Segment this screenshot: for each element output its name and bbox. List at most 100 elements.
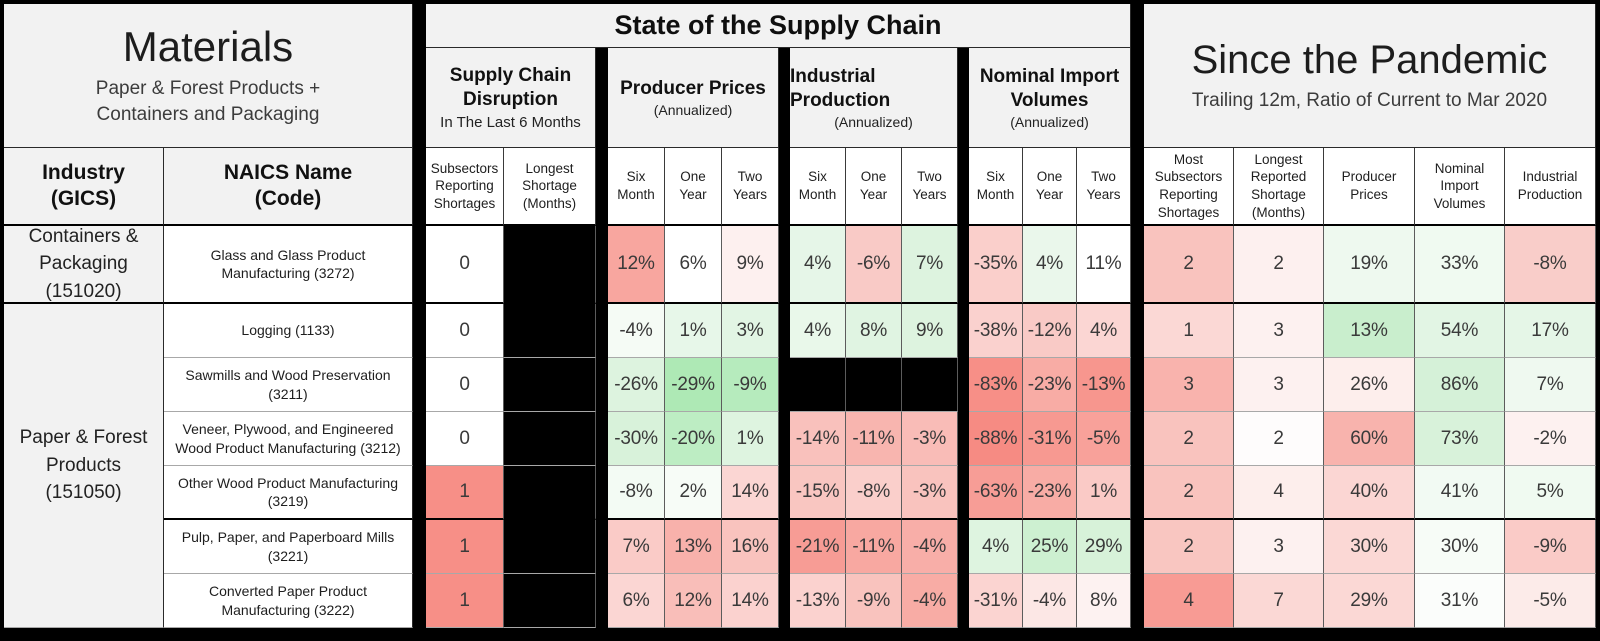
data-cell: -3% bbox=[902, 466, 958, 520]
data-cell: 4% bbox=[969, 520, 1023, 574]
data-cell: 4 bbox=[1234, 466, 1324, 520]
data-cell: 12% bbox=[608, 226, 665, 304]
data-cell: 29% bbox=[1077, 520, 1131, 574]
data-cell: -4% bbox=[902, 520, 958, 574]
data-cell: 14% bbox=[722, 466, 779, 520]
subheader-cell: Subsectors Reporting Shortages bbox=[426, 148, 504, 226]
data-cell: 11% bbox=[1077, 226, 1131, 304]
data-cell: -5% bbox=[1077, 412, 1131, 466]
data-cell: -29% bbox=[665, 358, 722, 412]
data-cell: 13% bbox=[1324, 304, 1415, 358]
subheader-cell: Two Years bbox=[902, 148, 958, 226]
subheader-cell: Longest Reported Shortage (Months) bbox=[1234, 148, 1324, 226]
data-cell: 14% bbox=[722, 574, 779, 628]
data-cell: 4 bbox=[1144, 574, 1234, 628]
data-cell: 2 bbox=[1144, 520, 1234, 574]
frame-left-border bbox=[0, 0, 4, 641]
data-cell: -9% bbox=[1505, 520, 1596, 574]
data-cell: 17% bbox=[1505, 304, 1596, 358]
naics-cell: Pulp, Paper, and Paperboard Mills (3221) bbox=[164, 520, 413, 574]
pandemic-title-block: Since the Pandemic Trailing 12m, Ratio o… bbox=[1144, 4, 1596, 148]
data-cell: -6% bbox=[846, 226, 902, 304]
data-cell: 0 bbox=[426, 412, 504, 466]
data-cell: 6% bbox=[608, 574, 665, 628]
data-cell: 13% bbox=[665, 520, 722, 574]
data-cell: -20% bbox=[665, 412, 722, 466]
data-cell: 5% bbox=[1505, 466, 1596, 520]
no-data-cell bbox=[504, 304, 596, 358]
no-data-cell bbox=[790, 358, 846, 412]
industry-cell-containers-packaging: Containers & Packaging (151020) bbox=[4, 226, 164, 304]
data-cell: 2 bbox=[1234, 412, 1324, 466]
data-cell: 3 bbox=[1234, 520, 1324, 574]
data-cell: -30% bbox=[608, 412, 665, 466]
data-cell: -3% bbox=[902, 412, 958, 466]
naics-cell: Converted Paper Product Manufacturing (3… bbox=[164, 574, 413, 628]
no-data-cell bbox=[504, 412, 596, 466]
data-cell: 7% bbox=[608, 520, 665, 574]
data-cell: 2 bbox=[1144, 466, 1234, 520]
group-header-producer-prices: Producer Prices (Annualized) bbox=[608, 48, 779, 148]
naics-cell: Glass and Glass Product Manufacturing (3… bbox=[164, 226, 413, 304]
data-cell: 4% bbox=[1077, 304, 1131, 358]
subheader-cell: Six Month bbox=[969, 148, 1023, 226]
data-cell: 2 bbox=[1144, 226, 1234, 304]
section-divider bbox=[1131, 0, 1144, 641]
data-cell: -63% bbox=[969, 466, 1023, 520]
data-cell: 0 bbox=[426, 226, 504, 304]
data-cell: 0 bbox=[426, 358, 504, 412]
no-data-cell bbox=[504, 466, 596, 520]
data-cell: -31% bbox=[969, 574, 1023, 628]
group-subtitle: In The Last 6 Months bbox=[440, 113, 581, 131]
data-cell: 26% bbox=[1324, 358, 1415, 412]
data-cell: 3% bbox=[722, 304, 779, 358]
data-cell: 1% bbox=[665, 304, 722, 358]
data-cell: 30% bbox=[1324, 520, 1415, 574]
data-cell: 29% bbox=[1324, 574, 1415, 628]
data-cell: -9% bbox=[846, 574, 902, 628]
data-cell: 86% bbox=[1415, 358, 1505, 412]
data-cell: -13% bbox=[1077, 358, 1131, 412]
data-cell: -8% bbox=[1505, 226, 1596, 304]
subheader-cell: Industrial Production bbox=[1505, 148, 1596, 226]
data-cell: 4% bbox=[790, 226, 846, 304]
data-cell: 1 bbox=[1144, 304, 1234, 358]
data-cell: 9% bbox=[902, 304, 958, 358]
naics-column-header: NAICS Name (Code) bbox=[164, 148, 413, 226]
sector-title: Materials bbox=[122, 22, 294, 70]
data-cell: -13% bbox=[790, 574, 846, 628]
no-data-cell bbox=[504, 358, 596, 412]
data-cell: -4% bbox=[902, 574, 958, 628]
data-cell: 1% bbox=[722, 412, 779, 466]
data-cell: 4% bbox=[790, 304, 846, 358]
data-cell: 30% bbox=[1415, 520, 1505, 574]
data-cell: -35% bbox=[969, 226, 1023, 304]
section-divider bbox=[596, 48, 608, 641]
data-cell: 16% bbox=[722, 520, 779, 574]
data-cell: 2 bbox=[1234, 226, 1324, 304]
subheader-cell: Producer Prices bbox=[1324, 148, 1415, 226]
no-data-cell bbox=[504, 520, 596, 574]
data-cell: 2 bbox=[1144, 412, 1234, 466]
data-cell: 2% bbox=[665, 466, 722, 520]
data-cell: -23% bbox=[1023, 358, 1077, 412]
data-cell: -2% bbox=[1505, 412, 1596, 466]
group-title: Nominal Import Volumes bbox=[979, 65, 1120, 111]
data-cell: -38% bbox=[969, 304, 1023, 358]
data-cell: -4% bbox=[608, 304, 665, 358]
data-cell: 7 bbox=[1234, 574, 1324, 628]
data-cell: 0 bbox=[426, 304, 504, 358]
supply-chain-banner: State of the Supply Chain bbox=[426, 4, 1131, 48]
data-cell: 8% bbox=[846, 304, 902, 358]
no-data-cell bbox=[902, 358, 958, 412]
sector-subtitle: Paper & Forest Products + Containers and… bbox=[95, 77, 321, 125]
naics-cell: Sawmills and Wood Preservation (3211) bbox=[164, 358, 413, 412]
data-cell: 41% bbox=[1415, 466, 1505, 520]
data-cell: -11% bbox=[846, 412, 902, 466]
data-cell: 7% bbox=[1505, 358, 1596, 412]
naics-cell: Other Wood Product Manufacturing (3219) bbox=[164, 466, 413, 520]
subheader-cell: Two Years bbox=[722, 148, 779, 226]
data-cell: 3 bbox=[1234, 304, 1324, 358]
subheader-cell: Longest Shortage (Months) bbox=[504, 148, 596, 226]
data-cell: 1% bbox=[1077, 466, 1131, 520]
